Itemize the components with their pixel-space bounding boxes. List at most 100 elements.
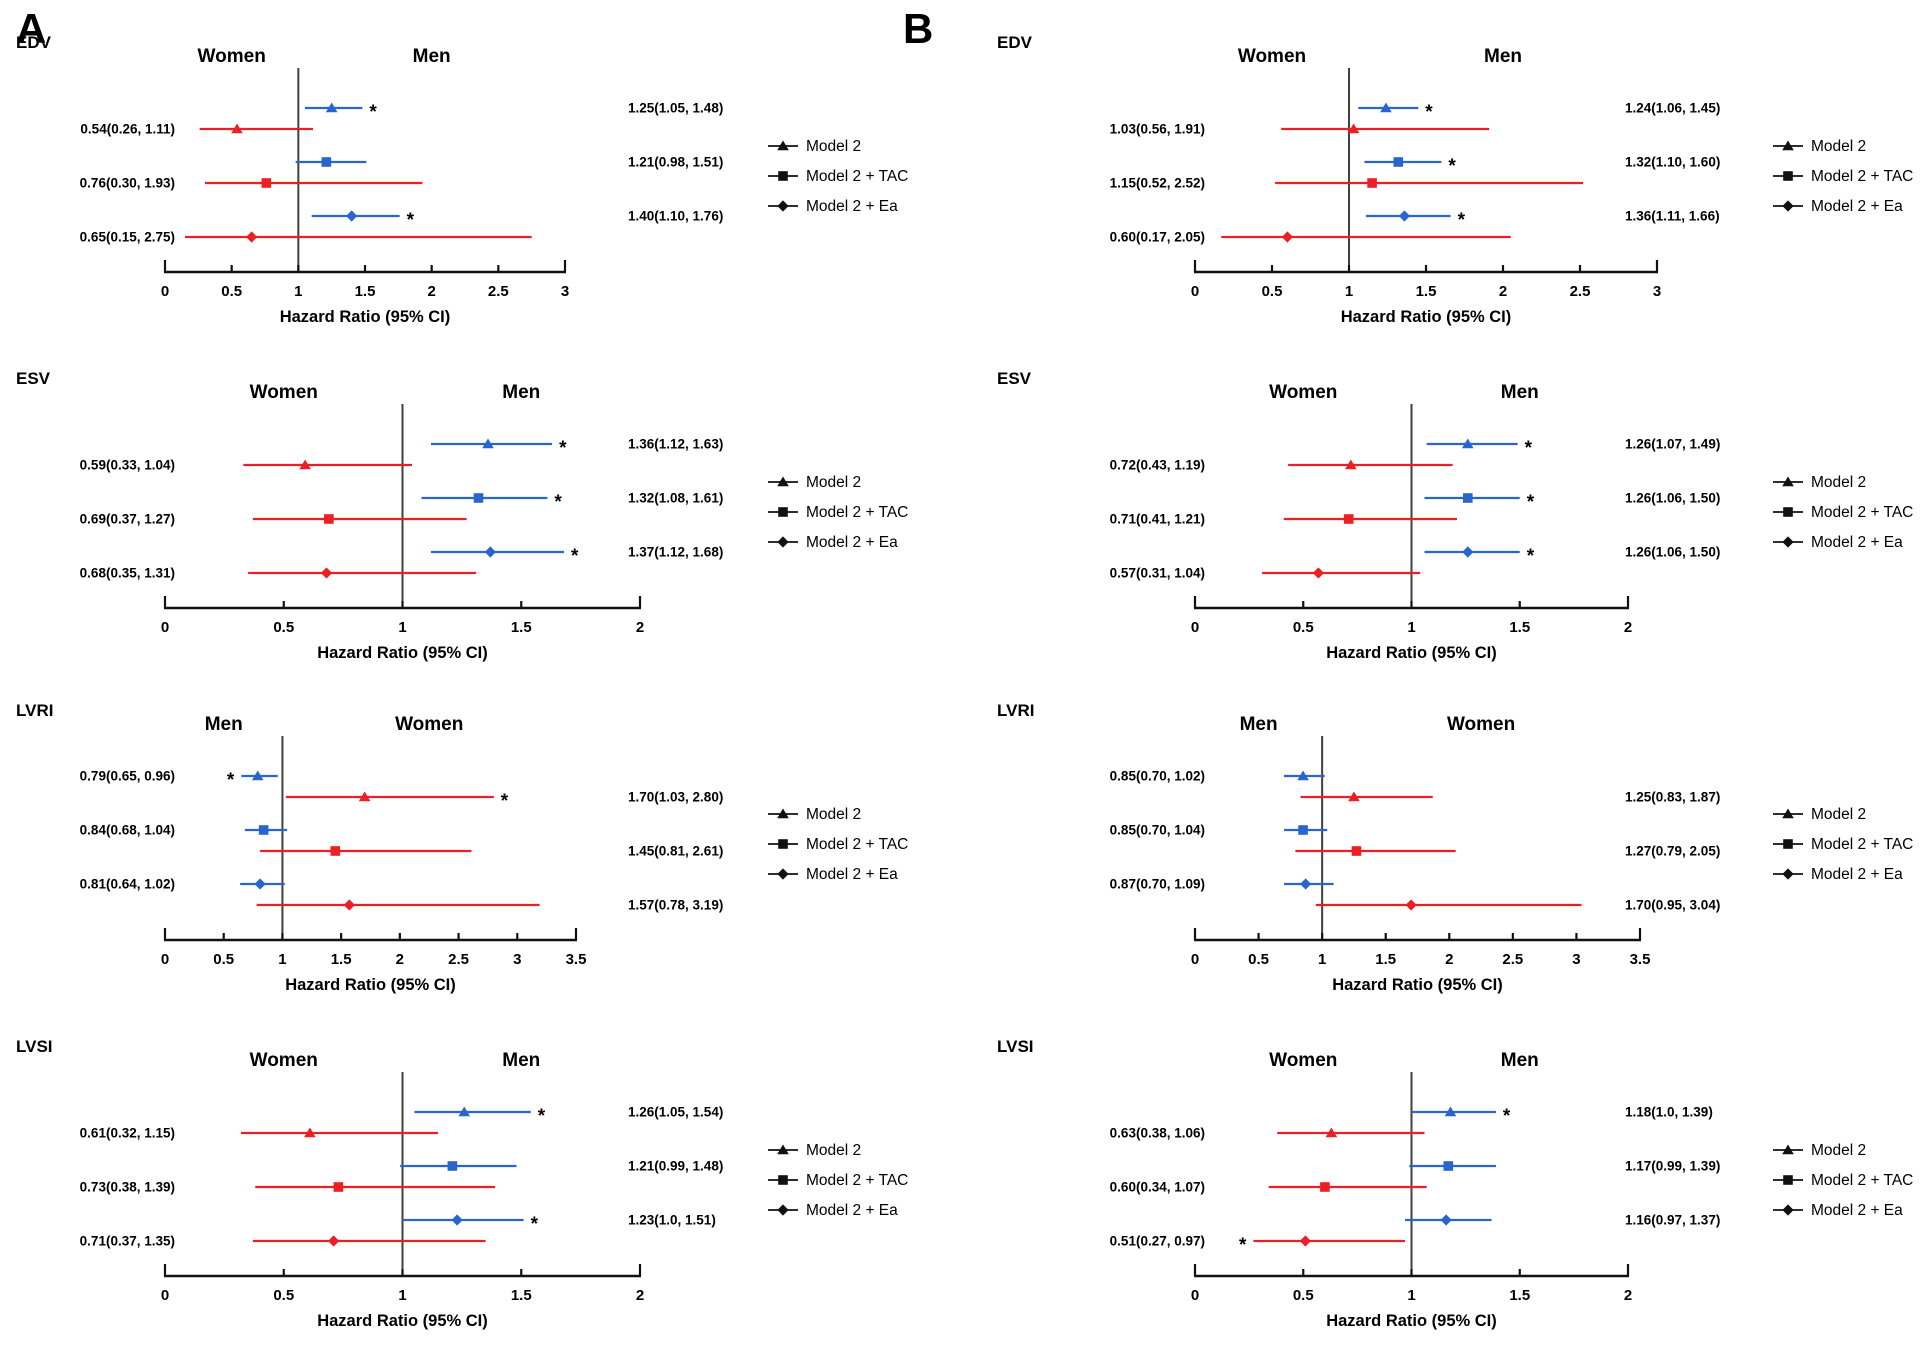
square-marker-men	[473, 493, 484, 503]
value-label-left: 0.68(0.35, 1.31)	[80, 566, 175, 581]
legend-square-icon	[778, 1175, 788, 1185]
legend-triangle-icon	[777, 140, 789, 151]
axis-tick-label: 0	[1191, 619, 1199, 636]
group-header-left: Women	[198, 46, 266, 67]
value-label-right: 1.26(1.06, 1.50)	[1625, 545, 1720, 560]
row-label: EDV	[997, 33, 1033, 52]
axis-tick-label: 2.5	[1502, 951, 1523, 968]
value-label-right: 1.25(0.83, 1.87)	[1625, 790, 1720, 805]
diamond-marker-men	[484, 546, 496, 558]
group-header-left: Women	[1269, 382, 1337, 403]
value-label-right: 1.36(1.11, 1.66)	[1625, 209, 1720, 224]
value-label-right: 1.70(0.95, 3.04)	[1625, 898, 1720, 913]
axis-tick-label: 3.5	[566, 951, 587, 968]
legend-label: Model 2	[1811, 138, 1866, 155]
diamond-marker-men	[1300, 878, 1312, 890]
row-label: EDV	[16, 33, 52, 52]
square-marker-men	[258, 825, 269, 835]
column-b: EDV Women Men 0 0.5 1 1.5 2 2.5 3 Hazard Ratio (95…	[960, 0, 1925, 1345]
legend-label: Model 2 + Ea	[1811, 198, 1903, 215]
diamond-marker-men	[254, 878, 266, 890]
value-label-left: 0.51(0.27, 0.97)	[1110, 1234, 1205, 1249]
square-marker-women	[1320, 1182, 1330, 1192]
axis-tick-label: 0	[1191, 951, 1199, 968]
triangle-marker-men	[1461, 438, 1474, 449]
group-header-right: Men	[413, 46, 451, 67]
axis-tick-label: 0	[161, 619, 169, 636]
legend-label: Model 2	[806, 474, 861, 491]
significance-asterisk: *	[531, 1214, 539, 1235]
value-label-left: 0.57(0.31, 1.04)	[1110, 566, 1205, 581]
axis-tick-label: 1	[1318, 951, 1326, 968]
diamond-marker-men	[1462, 546, 1474, 558]
axis-tick-label: 3	[513, 951, 521, 968]
axis-tick-label: 2	[1499, 283, 1507, 300]
legend-square-icon	[1783, 171, 1793, 181]
forest-plot-svg: LVRI Men Women 0 0.5 1 1.5 2 2.5 3 3.5 Hazard Ratio…	[997, 701, 1913, 994]
triangle-marker-men	[1297, 770, 1309, 781]
value-label-left: 0.69(0.37, 1.27)	[80, 512, 175, 527]
legend-diamond-icon	[777, 1204, 789, 1216]
axis-title: Hazard Ratio (95% CI)	[1326, 644, 1497, 662]
axis-tick-label: 1	[278, 951, 286, 968]
legend-square-icon	[1783, 839, 1793, 849]
square-marker-women	[333, 1182, 344, 1192]
group-header-left: Women	[250, 382, 318, 403]
forest-panel-b-esv: ESV Women Men 0 0.5 1 1.5 2 Hazard Ratio (95% CI…	[960, 340, 1925, 676]
significance-asterisk: *	[538, 1106, 546, 1127]
axis-tick-label: 0.5	[1293, 1287, 1314, 1304]
legend-square-icon	[1783, 1175, 1793, 1185]
legend-label: Model 2 + Ea	[806, 198, 898, 215]
triangle-marker-men	[325, 102, 338, 113]
significance-asterisk: *	[559, 438, 567, 459]
group-header-right: Women	[395, 714, 463, 735]
square-marker-men	[1462, 493, 1473, 503]
axis-tick-label: 1	[398, 619, 406, 636]
axis-title: Hazard Ratio (95% CI)	[285, 976, 456, 994]
value-label-right: 1.26(1.06, 1.50)	[1625, 491, 1720, 506]
row-label: LVRI	[997, 701, 1034, 720]
axis-tick-label: 0.5	[1293, 619, 1314, 636]
axis-tick-label: 0.5	[1262, 283, 1283, 300]
axis-tick-label: 0	[161, 283, 169, 300]
triangle-marker-men	[251, 770, 264, 781]
value-label-left: 0.72(0.43, 1.19)	[1110, 458, 1205, 473]
square-marker-women	[1351, 846, 1362, 856]
axis-title: Hazard Ratio (95% CI)	[317, 644, 488, 662]
legend-label: Model 2 + Ea	[1811, 534, 1903, 551]
axis-tick-label: 3	[561, 283, 569, 300]
value-label-left: 0.60(0.34, 1.07)	[1110, 1180, 1205, 1195]
triangle-marker-women	[1345, 459, 1357, 470]
panel-label-a: A	[16, 5, 47, 52]
value-label-right: 1.17(0.99, 1.39)	[1625, 1159, 1720, 1174]
triangle-marker-women	[231, 123, 243, 134]
diamond-marker-women	[1312, 567, 1325, 579]
legend-square-icon	[778, 507, 788, 517]
axis-tick-label: 3.5	[1630, 951, 1651, 968]
value-label-left: 0.71(0.37, 1.35)	[80, 1234, 175, 1249]
value-label-left: 0.79(0.65, 0.96)	[80, 769, 175, 784]
significance-asterisk: *	[554, 492, 562, 513]
forest-panel-a-edv: EDV Women Men 0 0.5 1 1.5 2 2.5 3 Hazard Ratio (95…	[0, 4, 965, 340]
legend-label: Model 2 + TAC	[806, 504, 908, 521]
legend-triangle-icon	[1782, 1144, 1794, 1155]
axis-tick-label: 0.5	[273, 1287, 294, 1304]
triangle-marker-men	[1444, 1106, 1457, 1117]
axis-tick-label: 0.5	[213, 951, 234, 968]
axis-tick-label: 0	[161, 1287, 169, 1304]
significance-asterisk: *	[1425, 102, 1433, 123]
group-header-right: Men	[1501, 1050, 1539, 1071]
legend-square-icon	[778, 839, 788, 849]
legend-label: Model 2 + TAC	[1811, 168, 1913, 185]
legend-label: Model 2	[1811, 474, 1866, 491]
value-label-right: 1.70(1.03, 2.80)	[628, 790, 723, 805]
value-label-left: 0.63(0.38, 1.06)	[1110, 1126, 1205, 1141]
column-a: EDV Women Men 0 0.5 1 1.5 2 2.5 3 Hazard Ratio (95…	[0, 4, 965, 1330]
square-marker-men	[321, 157, 332, 167]
legend-label: Model 2 + TAC	[1811, 1172, 1913, 1189]
legend-diamond-icon	[1782, 1204, 1794, 1216]
value-label-right: 1.18(1.0, 1.39)	[1625, 1105, 1713, 1120]
axis-tick-label: 1.5	[1416, 283, 1437, 300]
value-label-right: 1.32(1.08, 1.61)	[628, 491, 723, 506]
